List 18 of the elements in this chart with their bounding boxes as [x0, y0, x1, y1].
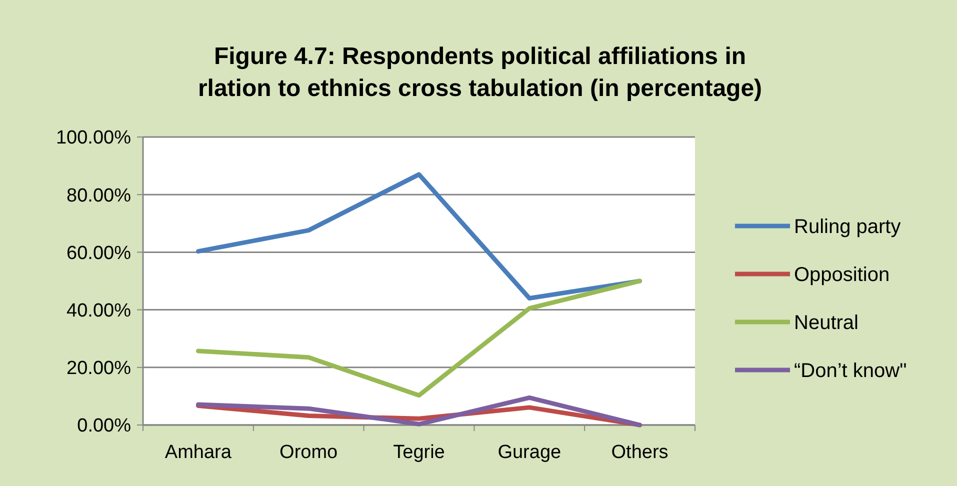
x-tick-label: Amhara	[164, 442, 232, 463]
line-series	[196, 395, 642, 428]
x-tick-label: Tegrie	[393, 442, 445, 463]
legend-label: Ruling party	[794, 216, 901, 238]
y-tick-label: 100.00%	[56, 128, 132, 149]
y-tick-label: 20.00%	[66, 358, 132, 380]
legend-label: Neutral	[794, 312, 858, 334]
x-tick-label: Gurage	[498, 442, 562, 463]
y-tick-label: 0.00%	[77, 416, 132, 437]
x-tick-label: Oromo	[280, 442, 338, 463]
x-tick-label: Others	[611, 442, 668, 463]
y-tick-label: 80.00%	[66, 185, 132, 206]
legend-label: “Don’t know"	[794, 360, 907, 382]
line-series	[196, 278, 642, 398]
chart-title: Figure 4.7: Respondents political affiliations in rlation to ethnics cross tabulation (in percentage)	[198, 43, 762, 102]
y-tick-label: 60.00%	[66, 242, 132, 264]
y-tick-label: 40.00%	[66, 300, 132, 322]
legend-label: Opposition	[794, 264, 890, 286]
